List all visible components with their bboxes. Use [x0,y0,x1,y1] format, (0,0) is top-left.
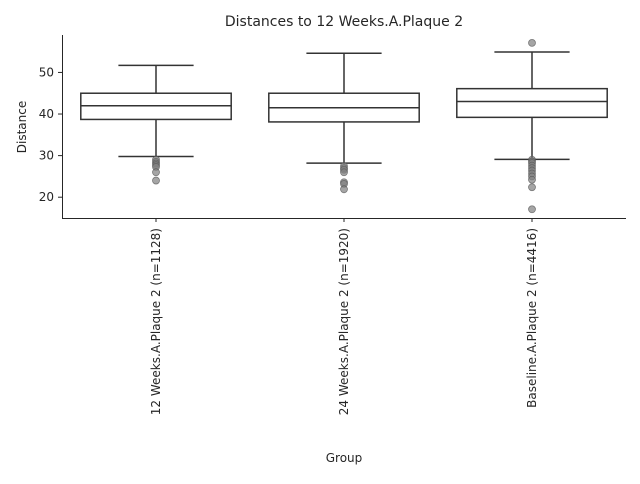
y-tick-label: 20 [39,190,54,204]
y-axis-ticks: 20 30 40 50 [39,65,62,204]
y-tick-label: 40 [39,107,54,121]
outlier-point [528,205,536,214]
outlier-point [152,176,160,185]
box-group-2 [268,52,420,194]
outlier-point [528,183,536,192]
box-series [80,39,608,214]
y-axis-label: Distance [15,101,29,153]
interquartile-box [456,87,608,119]
x-tick-label: 24 Weeks.A.Plaque 2 (n=1920) [337,228,351,415]
x-axis-label: Group [326,451,363,465]
y-tick-label: 30 [39,149,54,163]
outlier-point [340,168,348,177]
box-group-3 [456,39,608,214]
x-tick-label: Baseline.A.Plaque 2 (n=4416) [525,228,539,408]
outlier-point [528,39,536,47]
outlier-point [528,175,536,184]
x-tick-label: 12 Weeks.A.Plaque 2 (n=1128) [149,228,163,415]
y-tick-label: 50 [39,65,54,79]
chart-title: Distances to 12 Weeks.A.Plaque 2 [225,14,463,30]
x-axis-ticks: 12 Weeks.A.Plaque 2 (n=1128) 24 Weeks.A.P… [149,218,539,415]
outlier-point [340,185,348,194]
box-group-1 [80,64,232,185]
outlier-point [152,168,160,177]
